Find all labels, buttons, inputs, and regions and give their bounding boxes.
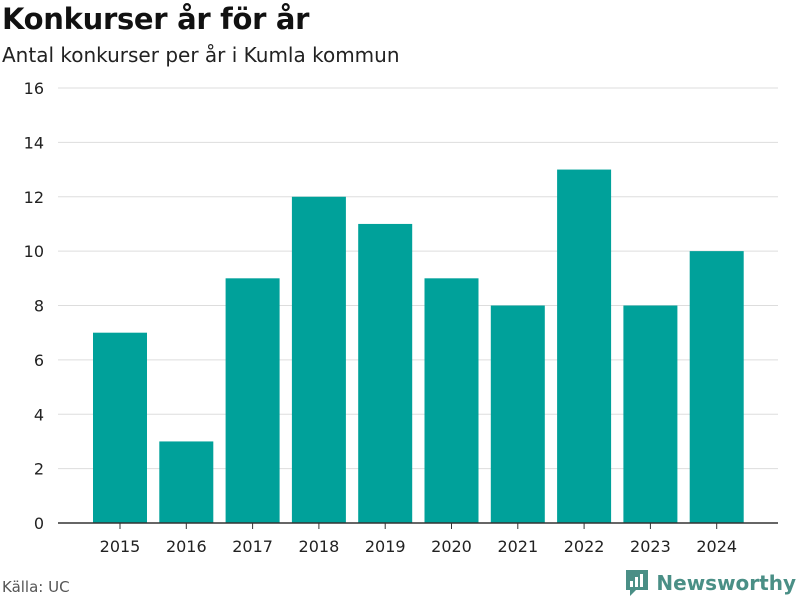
- y-tick-label: 16: [24, 79, 44, 98]
- bar-2022: [557, 169, 612, 523]
- x-tick-label: 2017: [232, 537, 273, 556]
- x-tick-label: 2022: [564, 537, 605, 556]
- x-tick-label: 2020: [431, 537, 472, 556]
- y-tick-label: 8: [34, 297, 44, 316]
- y-tick-labels: 0 2 4 6 8 10 12 14 16: [24, 79, 44, 533]
- bar-2015: [93, 332, 147, 523]
- bar-2018: [291, 196, 346, 523]
- x-tick-label: 2024: [696, 537, 737, 556]
- bar-2021: [490, 305, 545, 523]
- bar-2023: [623, 305, 678, 523]
- bar-2016: [159, 441, 214, 523]
- chart-subtitle: Antal konkurser per år i Kumla kommun: [2, 43, 400, 67]
- bar-2020: [424, 278, 479, 523]
- y-tick-label: 2: [34, 460, 44, 479]
- x-tick-labels: 2015 2016 2017 2018 2019 2020 2021 2022 2023 2024: [100, 523, 737, 556]
- newsworthy-logo-icon: [626, 570, 649, 596]
- brand-name: Newsworthy: [656, 571, 796, 595]
- x-tick-label: 2016: [166, 537, 207, 556]
- brand-logo: Newsworthy: [624, 568, 796, 598]
- bar-2019: [358, 223, 413, 523]
- y-tick-label: 0: [34, 514, 44, 533]
- x-tick-label: 2021: [497, 537, 538, 556]
- chart-title: Konkurser år för år: [2, 2, 310, 36]
- y-tick-label: 4: [34, 405, 44, 424]
- y-tick-label: 14: [24, 133, 44, 152]
- y-tick-label: 12: [24, 188, 44, 207]
- x-tick-label: 2019: [365, 537, 406, 556]
- x-tick-label: 2023: [630, 537, 671, 556]
- source-label: Källa: UC: [2, 578, 70, 596]
- y-tick-label: 6: [34, 351, 44, 370]
- bar-2024: [689, 251, 744, 523]
- bars: [93, 169, 744, 523]
- y-tick-label: 10: [24, 242, 44, 261]
- x-tick-label: 2015: [100, 537, 141, 556]
- bar-2017: [225, 278, 280, 523]
- x-tick-label: 2018: [299, 537, 340, 556]
